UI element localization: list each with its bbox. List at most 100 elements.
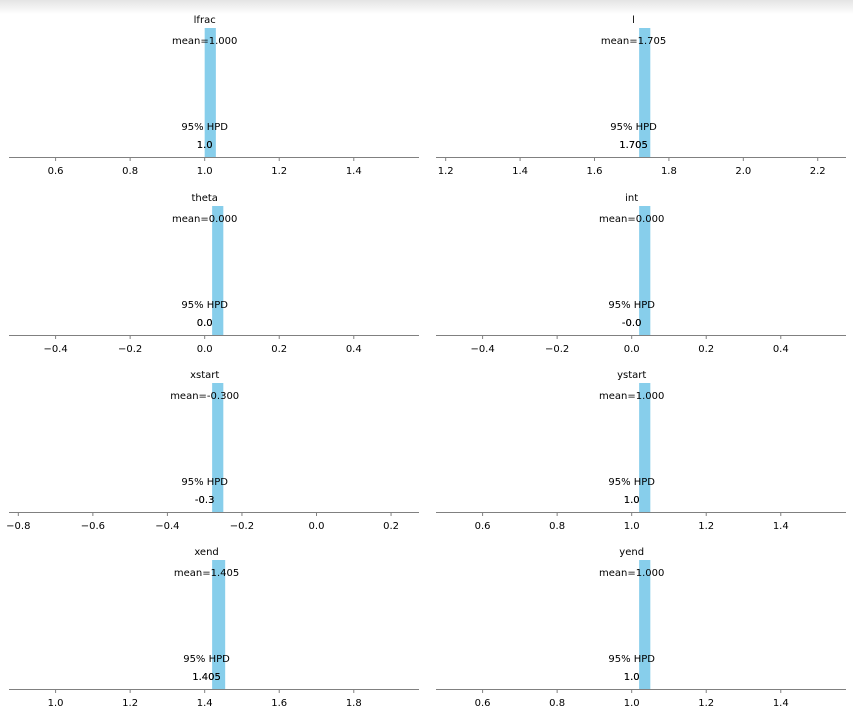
hpd-low-value: -0.3 [195, 495, 215, 506]
hpd-low-value: 1.0 [197, 140, 213, 151]
x-tick-label: 0.6 [475, 698, 491, 709]
hpd-high-value: -0.3 [195, 495, 215, 506]
hpd-label: 95% HPD [181, 122, 228, 133]
x-tick-label: 1.0 [624, 521, 640, 532]
x-tick-label: −0.4 [155, 521, 179, 532]
panel-title: int [625, 193, 638, 204]
x-tick-label: 1.4 [512, 166, 528, 177]
panel-title: theta [191, 193, 217, 204]
x-tick-label: 0.8 [122, 166, 138, 177]
mean-label: mean=-0.300 [170, 391, 239, 402]
x-tick-label: 1.0 [197, 166, 213, 177]
panel-title: yend [619, 547, 644, 558]
hpd-high-value: 1.0 [624, 672, 640, 683]
hpd-high-value: 1.705 [619, 140, 648, 151]
hpd-low-value: 1.0 [624, 495, 640, 506]
panel-title: xstart [190, 370, 219, 381]
x-tick-label: 1.2 [122, 698, 138, 709]
x-tick-label: 2.0 [735, 166, 751, 177]
x-tick-label: 0.2 [271, 344, 287, 355]
x-tick-label: 0.2 [698, 344, 714, 355]
x-tick-label: 1.8 [346, 698, 362, 709]
hpd-label: 95% HPD [608, 654, 655, 665]
hpd-low-value: 1.405 [192, 672, 221, 683]
x-tick-label: 0.8 [549, 521, 565, 532]
hpd-high-value: 1.405 [192, 672, 221, 683]
x-tick-label: 2.2 [810, 166, 826, 177]
x-tick-label: 0.6 [475, 521, 491, 532]
x-tick-label: 1.4 [773, 698, 789, 709]
hpd-high-value: 1.0 [624, 495, 640, 506]
x-tick-label: −0.6 [81, 521, 105, 532]
mean-label: mean=0.000 [599, 214, 664, 225]
panel-title: lfrac [194, 15, 216, 26]
x-tick-label: 1.2 [698, 521, 714, 532]
x-tick-label: 0.0 [197, 344, 213, 355]
x-tick-label: 0.6 [48, 166, 64, 177]
x-tick-label: 0.4 [346, 344, 362, 355]
histogram-bar [204, 28, 216, 157]
hpd-label: 95% HPD [608, 477, 655, 488]
x-tick-label: 0.8 [549, 698, 565, 709]
x-tick-label: −0.4 [43, 344, 67, 355]
x-tick-label: 1.6 [587, 166, 603, 177]
hpd-high-value: 0.0 [197, 318, 213, 329]
histogram-bar [639, 560, 651, 689]
x-tick-label: −0.2 [118, 344, 142, 355]
histogram-bar [212, 383, 224, 512]
panel-title: ystart [617, 370, 646, 381]
x-tick-label: 1.2 [438, 166, 454, 177]
x-tick-label: 1.4 [346, 166, 362, 177]
x-tick-label: 0.4 [773, 344, 789, 355]
x-tick-label: 0.2 [383, 521, 399, 532]
x-tick-label: −0.2 [230, 521, 254, 532]
histogram-bar [639, 383, 651, 512]
mean-label: mean=1.705 [601, 36, 666, 47]
hpd-label: 95% HPD [608, 300, 655, 311]
hpd-low-value: 1.705 [619, 140, 648, 151]
hpd-low-value: 0.0 [197, 318, 213, 329]
x-tick-label: −0.8 [6, 521, 30, 532]
histogram-bar [639, 28, 651, 157]
panel-title: xend [194, 547, 218, 558]
hpd-label: 95% HPD [181, 477, 228, 488]
mean-label: mean=1.000 [599, 391, 664, 402]
mean-label: mean=1.000 [599, 568, 664, 579]
hpd-label: 95% HPD [610, 122, 657, 133]
hpd-low-value: 1.0 [624, 672, 640, 683]
histogram-bar [212, 206, 224, 335]
panel-title: l [632, 15, 635, 26]
hpd-high-value: 1.0 [197, 140, 213, 151]
mean-label: mean=0.000 [172, 214, 237, 225]
x-tick-label: 1.2 [271, 166, 287, 177]
hpd-label: 95% HPD [181, 300, 228, 311]
x-tick-label: 1.8 [661, 166, 677, 177]
x-tick-label: 1.4 [773, 521, 789, 532]
x-tick-label: 1.0 [624, 698, 640, 709]
x-tick-label: 1.4 [197, 698, 213, 709]
x-tick-label: 0.0 [624, 344, 640, 355]
x-tick-label: 0.0 [309, 521, 325, 532]
histogram-bar [212, 560, 226, 689]
hpd-high-value: -0.0 [622, 318, 642, 329]
mean-label: mean=1.405 [174, 568, 239, 579]
x-tick-label: 1.0 [48, 698, 64, 709]
x-tick-label: 1.2 [698, 698, 714, 709]
hpd-label: 95% HPD [183, 654, 230, 665]
hpd-low-value: -0.0 [622, 318, 642, 329]
x-tick-label: −0.4 [470, 344, 494, 355]
x-tick-label: −0.2 [545, 344, 569, 355]
x-tick-label: 1.6 [271, 698, 287, 709]
histogram-bar [639, 206, 651, 335]
mean-label: mean=1.000 [172, 36, 237, 47]
top-shade [0, 0, 853, 14]
